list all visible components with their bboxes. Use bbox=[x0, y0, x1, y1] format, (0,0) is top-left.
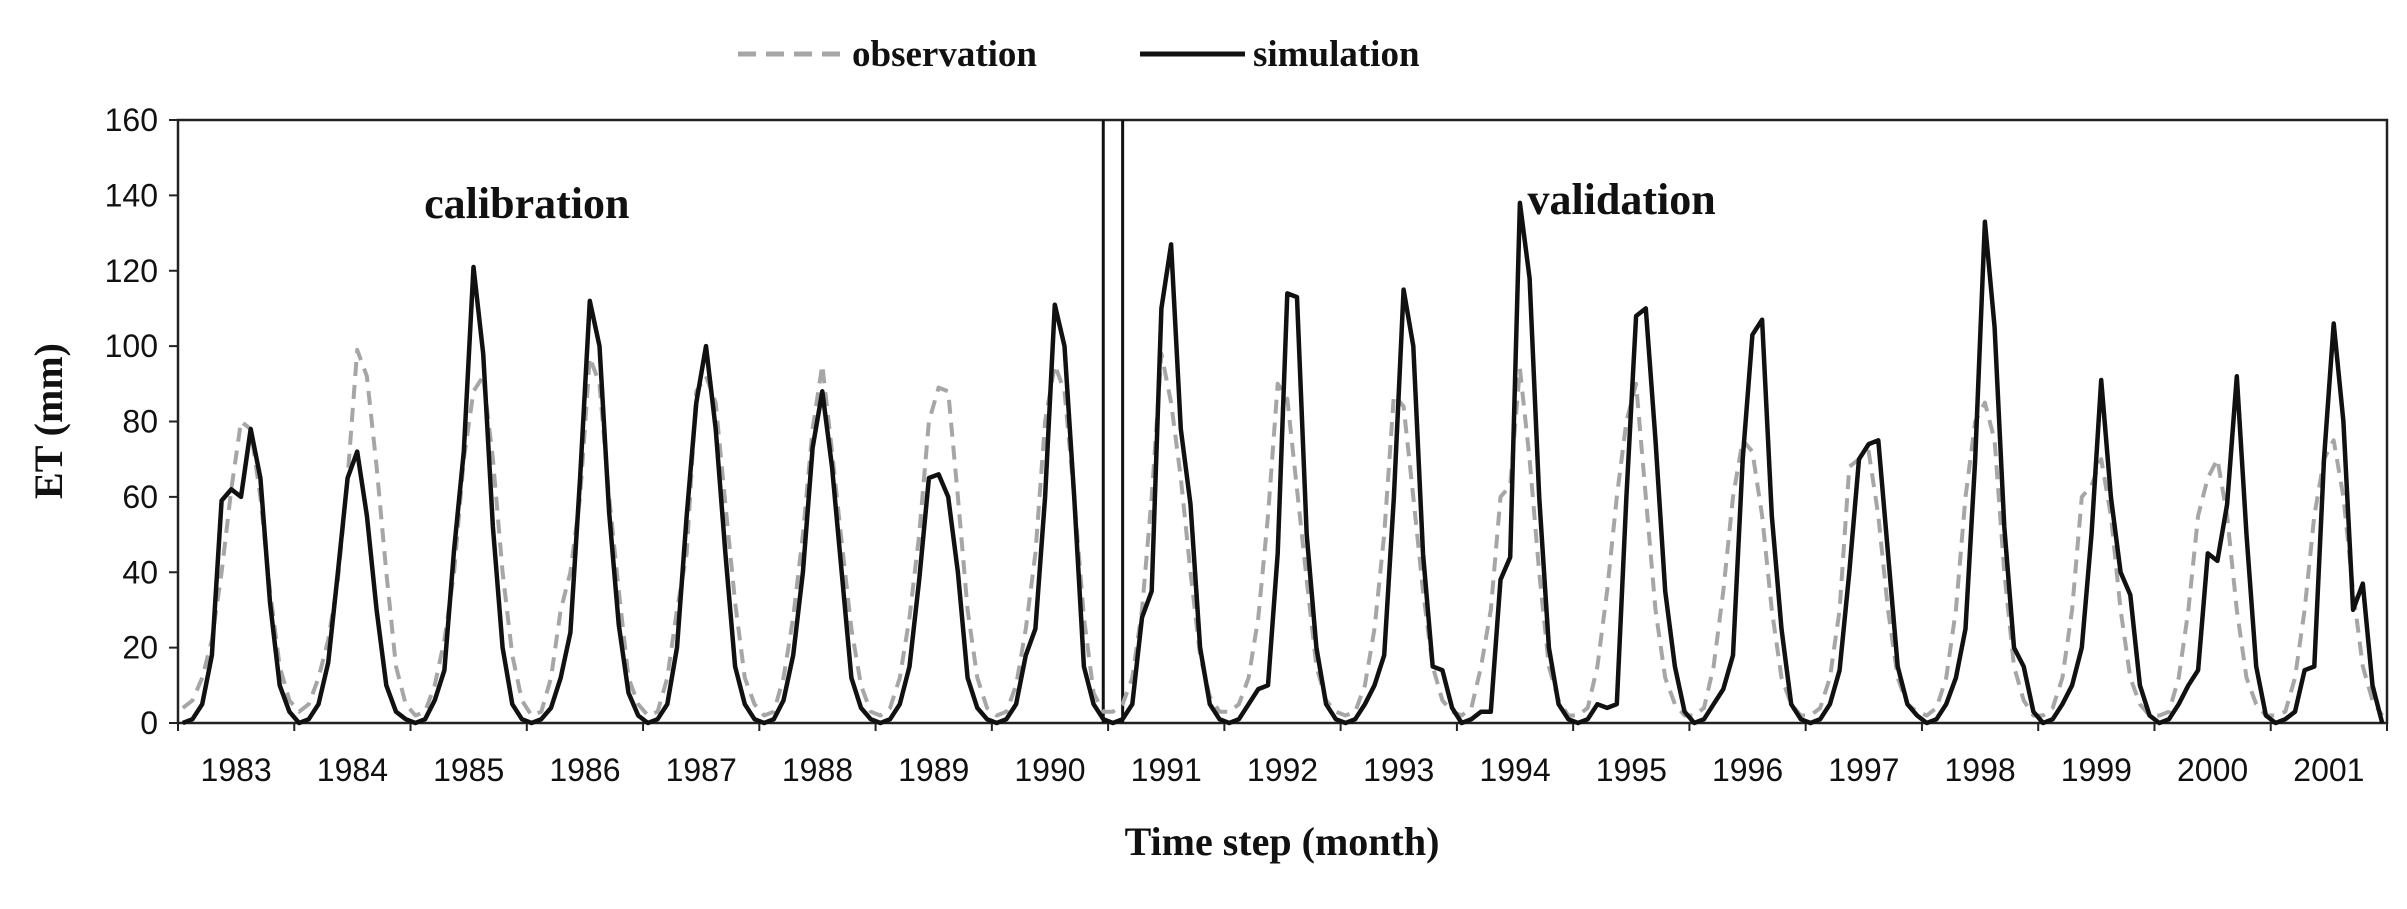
x-tick-label: 1983 bbox=[201, 752, 272, 788]
x-tick-label: 1996 bbox=[1712, 752, 1783, 788]
x-tick-label: 1984 bbox=[317, 752, 388, 788]
legend-observation-label: observation bbox=[852, 34, 1037, 75]
x-tick-label: 1986 bbox=[549, 752, 620, 788]
legend-simulation-label: simulation bbox=[1253, 34, 1420, 75]
period-separators bbox=[1101, 120, 1125, 723]
x-tick-label: 1998 bbox=[1944, 752, 2015, 788]
x-tick-label: 1997 bbox=[1828, 752, 1899, 788]
x-tick-label: 1987 bbox=[666, 752, 737, 788]
x-tick-label: 1992 bbox=[1247, 752, 1318, 788]
y-tick-label: 120 bbox=[105, 253, 158, 289]
y-tick-label: 140 bbox=[105, 177, 158, 213]
annotation-calibration: calibration bbox=[424, 179, 629, 228]
x-tick-label: 1990 bbox=[1014, 752, 1085, 788]
series-line-simulation bbox=[181, 200, 2385, 726]
x-tick-label: 1989 bbox=[898, 752, 969, 788]
x-tick-label: 2001 bbox=[2293, 752, 2364, 788]
x-tick-label: 1991 bbox=[1131, 752, 1202, 788]
x-axis-title: Time step (month) bbox=[1125, 819, 1440, 864]
y-tick-label: 20 bbox=[122, 630, 158, 666]
y-axis: 0 20 40 60 80 100 120 140 160 bbox=[105, 102, 178, 741]
y-tick-label: 0 bbox=[140, 705, 158, 741]
series-layer bbox=[181, 200, 2385, 726]
x-tick-label: 1994 bbox=[1479, 752, 1550, 788]
y-axis-title: ET (mm) bbox=[26, 343, 71, 499]
x-tick-label: 1988 bbox=[782, 752, 853, 788]
y-tick-label: 160 bbox=[105, 102, 158, 138]
x-tick-label: 1995 bbox=[1596, 752, 1667, 788]
y-tick-label: 100 bbox=[105, 328, 158, 364]
y-tick-label: 80 bbox=[122, 404, 158, 440]
x-axis: 1983 1984 1985 1986 1987 1988 1989 1990 1991 1992… bbox=[177, 723, 2388, 788]
x-tick-label: 1985 bbox=[433, 752, 504, 788]
series-line-observation bbox=[181, 347, 2384, 718]
annotation-validation: validation bbox=[1527, 175, 1715, 224]
series-points-simulation bbox=[182, 202, 2383, 724]
legend: observation simulation bbox=[738, 34, 1420, 75]
annotations: calibration validation bbox=[424, 175, 1716, 228]
x-tick-label: 1999 bbox=[2061, 752, 2132, 788]
y-tick-label: 60 bbox=[122, 479, 158, 515]
y-tick-label: 40 bbox=[122, 554, 158, 590]
x-tick-label: 1993 bbox=[1363, 752, 1434, 788]
x-tick-label: 2000 bbox=[2177, 752, 2248, 788]
